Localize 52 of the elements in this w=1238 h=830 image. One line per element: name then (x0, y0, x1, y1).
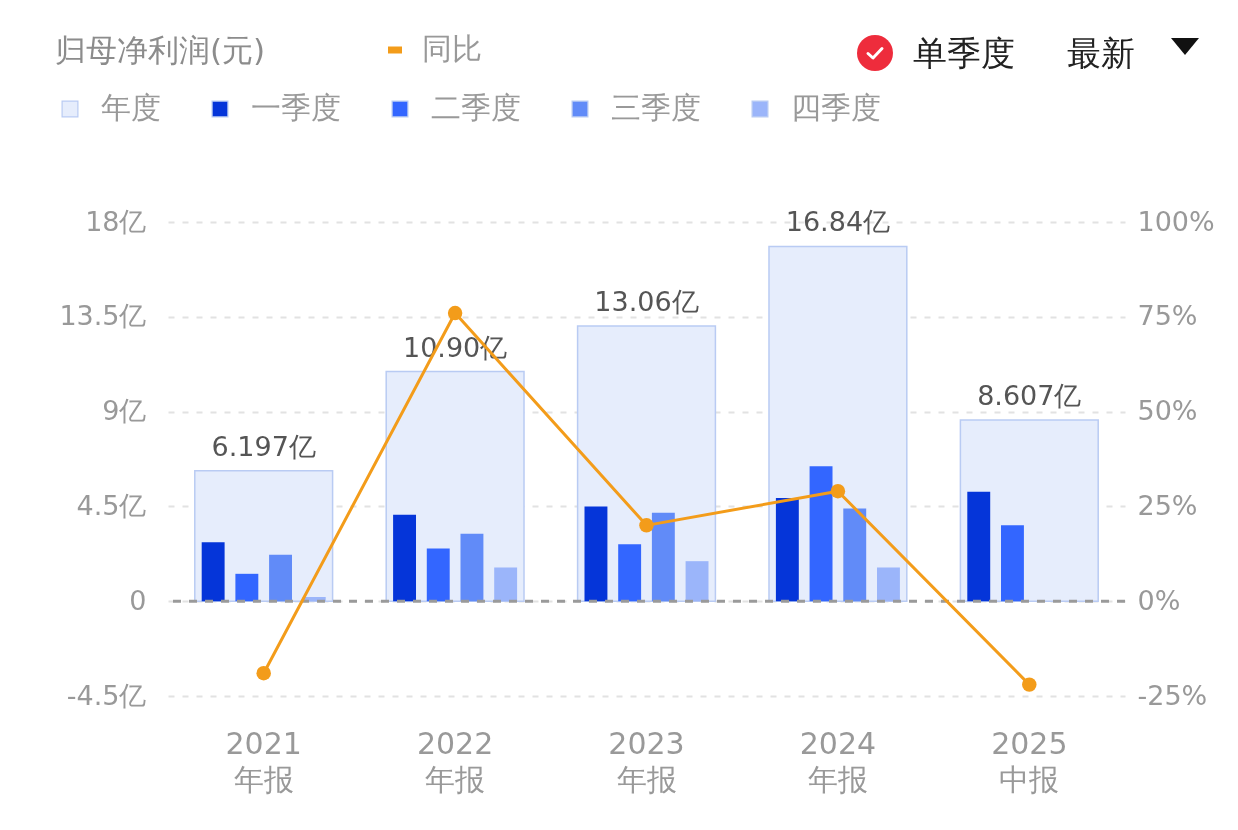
text: 单季度 (913, 32, 1015, 75)
legend-label: 三季度 (611, 90, 701, 125)
data-label: 16.84亿 (785, 206, 891, 238)
y2-tick-label: 25% (1137, 489, 1198, 521)
y2-tick-label: 50% (1137, 395, 1198, 427)
y-tick-label: 13.5亿 (59, 300, 147, 332)
point (1022, 677, 1037, 692)
x-tick-label: 2022 年报 (416, 725, 494, 797)
y-tick-label: -4.5亿 (66, 679, 147, 711)
point (447, 305, 463, 321)
y-tick-label: 4.5亿 (76, 489, 147, 521)
legend-label: 一季度 (251, 90, 341, 125)
legend-label: 同比 (422, 31, 482, 66)
bar (967, 491, 991, 602)
data-label: 13.06亿 (594, 286, 699, 318)
bar (651, 512, 675, 602)
y2-tick-label: 100% (1137, 205, 1215, 237)
point (639, 518, 654, 533)
point (830, 484, 846, 499)
bar (876, 567, 900, 602)
bar (393, 514, 417, 602)
y2-tick-label: 75% (1137, 300, 1198, 332)
data-label: 6.197亿 (211, 430, 316, 462)
y-tick-label: 9亿 (102, 395, 147, 427)
legend-label: 二季度 (431, 90, 521, 125)
bar (1000, 525, 1024, 602)
x-tick-label: 2021 年报 (225, 725, 302, 797)
y-tick-label: 18亿 (85, 205, 147, 237)
bar (426, 548, 450, 602)
legend-label: 年度 (101, 90, 161, 125)
bar (618, 544, 642, 602)
bar (460, 533, 484, 602)
bar (269, 554, 293, 602)
bar (235, 573, 259, 602)
legend-label: 四季度 (791, 90, 881, 125)
bar (775, 497, 799, 602)
bar (584, 506, 608, 602)
bar (201, 542, 225, 602)
chart-title: 归母净利润(元) (55, 31, 266, 70)
bar (685, 561, 709, 602)
x-tick-label: 2023 年报 (608, 725, 685, 797)
bar (843, 508, 867, 602)
text: 最新 (1067, 32, 1135, 75)
data-label: 8.607亿 (977, 379, 1082, 411)
point (256, 666, 271, 681)
y2-tick-label: 0% (1137, 584, 1181, 616)
bar (494, 567, 518, 602)
x-tick-label: 2025 中报 (991, 725, 1068, 797)
y2-tick-label: -25% (1137, 679, 1208, 711)
x-tick-label: 2024 年报 (799, 725, 877, 797)
y-tick-label: 0 (129, 584, 147, 616)
bar (809, 466, 833, 602)
